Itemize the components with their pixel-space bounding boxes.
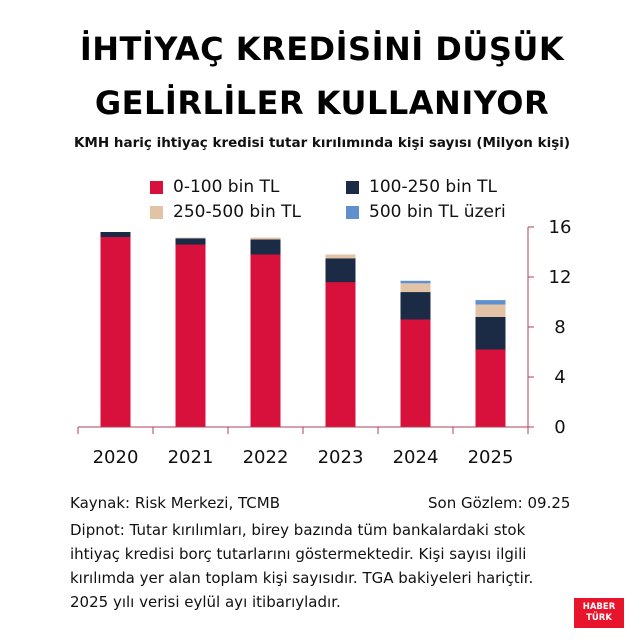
title-line-2: GELİRLİLER KULLANIYOR — [94, 84, 550, 122]
logo-line-1: HABER — [582, 602, 616, 612]
title-line-1: İHTİYAÇ KREDİSİNİ DÜŞÜK — [79, 30, 565, 68]
bar-2024-series-2 — [400, 283, 431, 293]
legend-item-500-plus: 500 bin TL üzeri — [346, 202, 506, 222]
legend-label-100-250: 100-250 bin TL — [369, 177, 497, 197]
bar-2023-series-0 — [325, 282, 356, 427]
footnote: Dipnot: Tutar kırılımları, birey bazında… — [70, 521, 534, 611]
bar-2025-series-2 — [475, 304, 506, 317]
bar-2024-series-3 — [400, 280, 431, 284]
x-tick-label-2024: 2024 — [393, 447, 439, 468]
x-tick-label-2023: 2023 — [318, 447, 364, 468]
legend-swatch-500-plus — [346, 205, 359, 219]
bar-2024-series-0 — [400, 319, 431, 427]
bar-2023-series-1 — [325, 258, 356, 283]
bar-2021-series-0 — [175, 244, 206, 427]
legend-label-0-100: 0-100 bin TL — [173, 177, 280, 197]
y-tick-label-12: 12 — [549, 267, 572, 288]
legend-item-100-250: 100-250 bin TL — [346, 177, 497, 197]
source-note: Kaynak: Risk Merkezi, TCMB — [70, 494, 280, 512]
legend-label-250-500: 250-500 bin TL — [173, 202, 301, 222]
bar-2024-series-1 — [400, 292, 431, 320]
last-observation-note: Son Gözlem: 09.25 — [428, 494, 571, 512]
x-tick-label-2025: 2025 — [468, 447, 514, 468]
legend-item-0-100: 0-100 bin TL — [150, 177, 279, 197]
haberturk-logo: HABER TÜRK — [574, 598, 624, 628]
x-tick-label-2022: 2022 — [243, 447, 289, 468]
legend-swatch-100-250 — [346, 180, 359, 194]
x-tick-label-2021: 2021 — [168, 447, 214, 468]
bar-2023-series-2 — [325, 254, 356, 259]
x-tick-label-2020: 2020 — [93, 447, 139, 468]
y-tick-label-8: 8 — [554, 317, 565, 338]
legend-item-250-500: 250-500 bin TL — [150, 202, 301, 222]
bar-2022-series-1 — [250, 239, 281, 255]
y-tick-label-16: 16 — [549, 217, 572, 238]
legend-label-500-plus: 500 bin TL üzeri — [369, 202, 506, 222]
chart-subtitle: KMH hariç ihtiyaç kredisi tutar kırılımı… — [73, 135, 571, 151]
bar-2025-series-0 — [475, 349, 506, 427]
bar-2025-series-3 — [475, 300, 506, 305]
y-tick-label-0: 0 — [554, 417, 565, 438]
bar-2022-series-2 — [250, 237, 281, 240]
bar-2021-series-1 — [175, 238, 206, 245]
legend-swatch-0-100 — [150, 180, 163, 194]
bar-2020-series-1 — [100, 232, 131, 237]
bar-2022-series-0 — [250, 254, 281, 427]
bar-2021-series-2 — [175, 237, 206, 239]
bar-2020-series-0 — [100, 237, 131, 427]
legend-swatch-250-500 — [150, 205, 163, 219]
y-tick-label-4: 4 — [554, 367, 565, 388]
logo-line-2: TÜRK — [586, 613, 612, 623]
bar-2025-series-1 — [475, 317, 506, 350]
